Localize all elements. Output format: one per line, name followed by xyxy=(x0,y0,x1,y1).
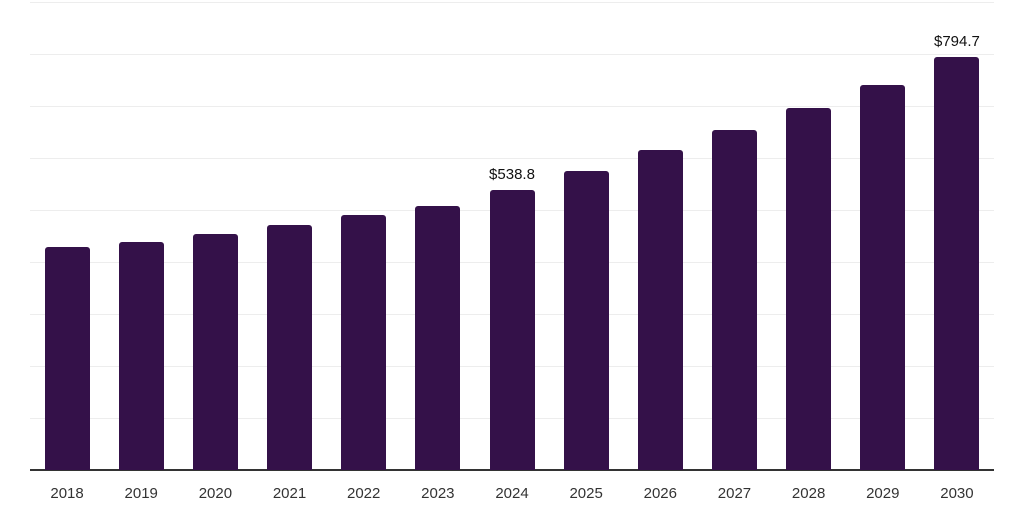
x-tick-label: 2021 xyxy=(272,485,307,502)
bar-2028 xyxy=(786,108,832,470)
bar-2027 xyxy=(711,129,757,470)
x-tick-label: 2028 xyxy=(791,485,826,502)
bar-value-label: $538.8 xyxy=(489,165,535,183)
gridline xyxy=(30,106,994,107)
bar-2020 xyxy=(192,234,238,470)
x-axis-line xyxy=(30,469,994,471)
x-tick-label: 2022 xyxy=(347,485,381,502)
x-tick-label: 2029 xyxy=(866,485,900,502)
bar-2025 xyxy=(563,171,609,470)
gridline xyxy=(30,54,994,55)
x-tick-label: 2020 xyxy=(198,485,233,502)
bar-2026 xyxy=(637,150,683,470)
x-tick-label: 2023 xyxy=(421,485,455,502)
bar-2021 xyxy=(267,224,313,470)
bar-2022 xyxy=(341,214,387,470)
bar-2023 xyxy=(415,206,461,470)
gridline xyxy=(30,2,994,3)
bar-2019 xyxy=(118,241,164,470)
gridline xyxy=(30,158,994,159)
x-tick-label: 2024 xyxy=(495,485,529,502)
bar-2029 xyxy=(860,84,906,470)
x-tick-label: 2018 xyxy=(50,485,84,502)
bar-2018 xyxy=(44,246,90,470)
x-tick-label: 2027 xyxy=(717,485,752,502)
x-tick-label: 2030 xyxy=(940,485,974,502)
x-tick-label: 2026 xyxy=(643,485,677,502)
bar-value-label: $794.7 xyxy=(933,32,980,50)
x-tick-label: 2025 xyxy=(569,485,603,502)
x-tick-label: 2019 xyxy=(124,485,158,502)
bar-2030 xyxy=(934,56,980,470)
bar-2024 xyxy=(489,189,535,470)
